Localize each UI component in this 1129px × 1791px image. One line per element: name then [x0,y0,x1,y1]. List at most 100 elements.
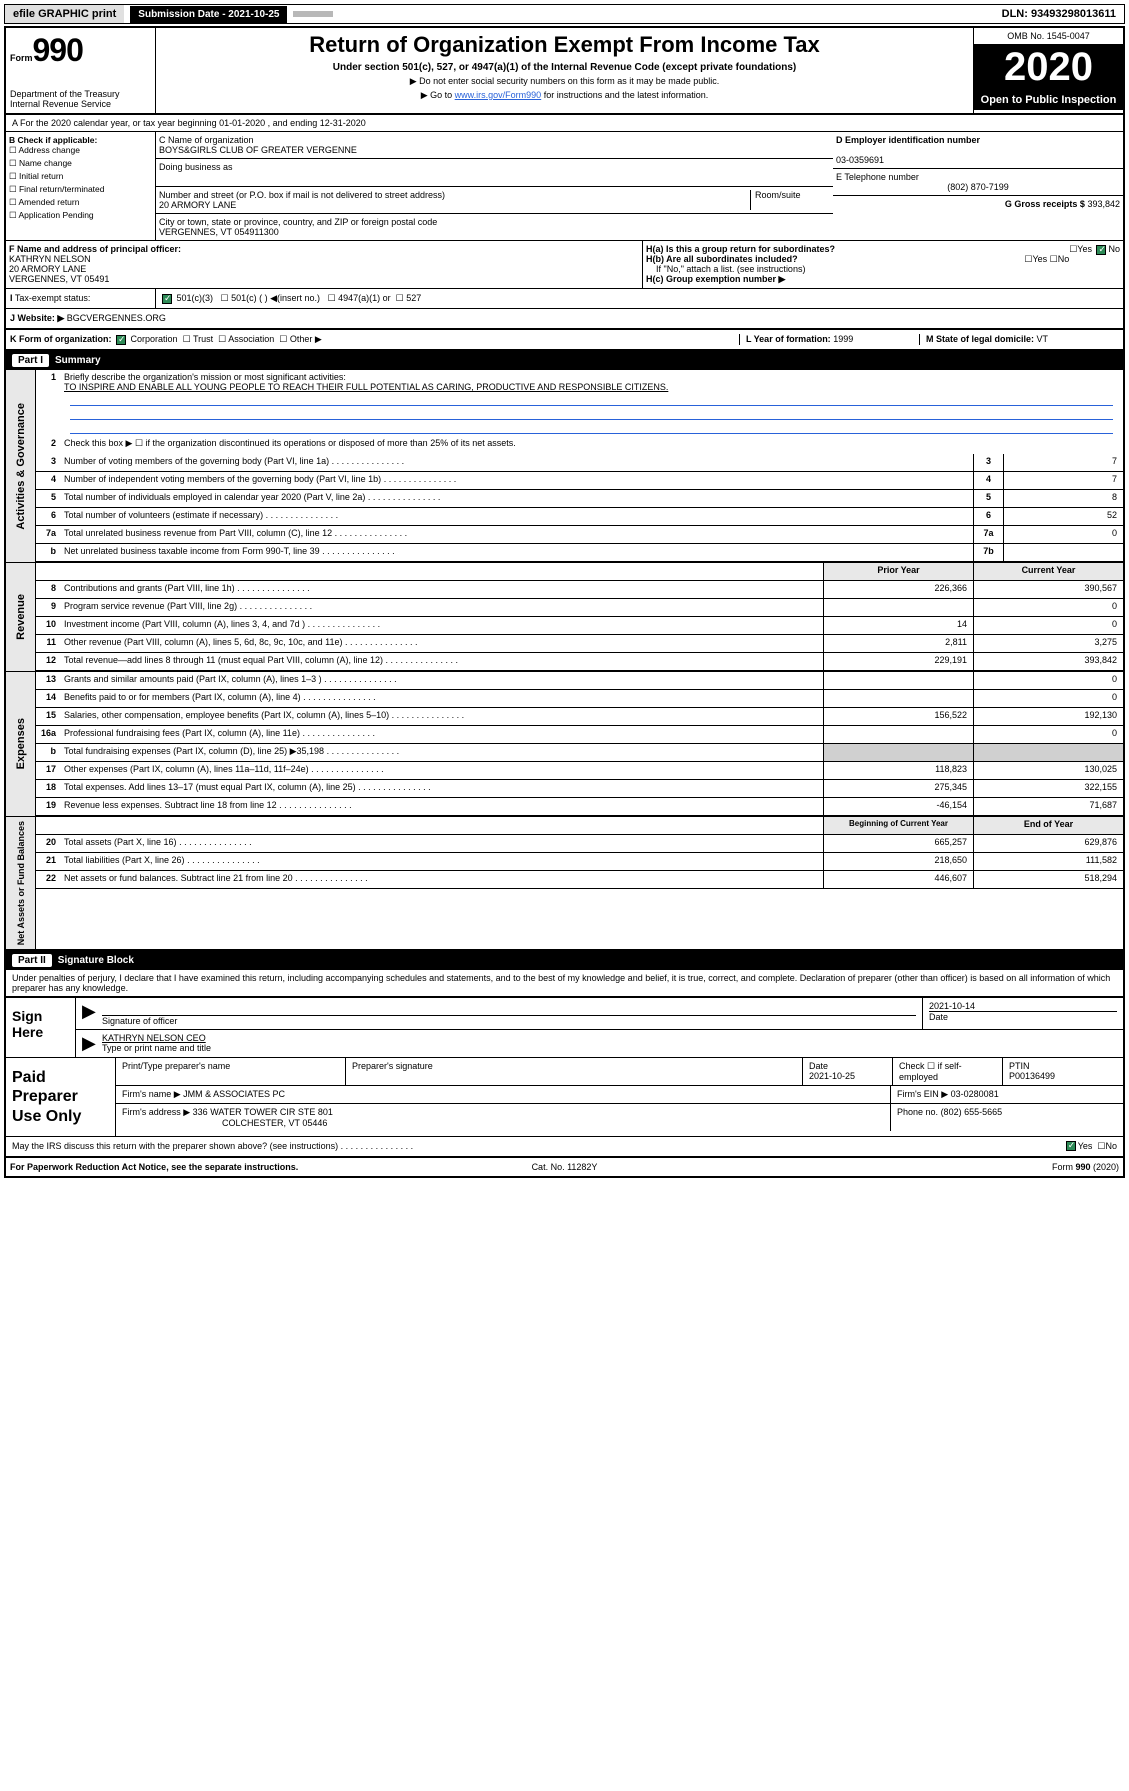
501c3-check[interactable] [162,294,172,304]
ein-label: D Employer identification number [836,135,980,145]
firm-addr-label: Firm's address ▶ [122,1107,190,1117]
section-a: A For the 2020 calendar year, or tax yea… [6,115,1123,132]
hb-note: If "No," attach a list. (see instruction… [656,264,1120,274]
row-fh: F Name and address of principal officer:… [6,241,1123,289]
501c3: 501(c)(3) [177,293,214,303]
footer: For Paperwork Reduction Act Notice, see … [6,1158,1123,1176]
form-header: Form990 Department of the Treasury Inter… [6,28,1123,115]
line-12: 12Total revenue—add lines 8 through 11 (… [36,653,1123,671]
rev-vlabel: Revenue [13,590,29,644]
firm-addr2: COLCHESTER, VT 05446 [222,1118,327,1128]
line-5: 5Total number of individuals employed in… [36,490,1123,508]
form-title: Return of Organization Exempt From Incom… [160,32,969,58]
section-governance: Activities & Governance 1 Briefly descri… [6,370,1123,563]
section-net: Net Assets or Fund Balances Beginning of… [6,817,1123,951]
line-19: 19Revenue less expenses. Subtract line 1… [36,798,1123,816]
ptin-label: PTIN [1009,1061,1030,1071]
sig-date-label: Date [929,1011,1117,1022]
part2-title: Signature Block [58,955,134,966]
exp-vlabel: Expenses [13,714,29,773]
line-15: 15Salaries, other compensation, employee… [36,708,1123,726]
ha-no-check[interactable] [1096,245,1106,255]
prep-date: 2021-10-25 [809,1071,855,1081]
chk-name[interactable]: ☐ Name change [9,158,152,169]
footer-mid: Cat. No. 11282Y [380,1162,750,1172]
begin-year-hdr: Beginning of Current Year [823,817,973,834]
row-k: K Form of organization: Corporation ☐ Tr… [6,330,1123,351]
discuss-label: May the IRS discuss this return with the… [12,1141,1064,1152]
form-subtitle: Under section 501(c), 527, or 4947(a)(1)… [160,62,969,73]
net-vlabel: Net Assets or Fund Balances [14,817,28,949]
dln: DLN: 93493298013611 [994,5,1124,23]
state-domicile: VT [1037,334,1049,344]
assoc: Association [228,334,274,344]
line-11: 11Other revenue (Part VIII, column (A), … [36,635,1123,653]
sig-name: KATHRYN NELSON CEO [102,1033,1117,1043]
prior-year-hdr: Prior Year [823,563,973,580]
ptin: P00136499 [1009,1071,1055,1081]
city-value: VERGENNES, VT 054911300 [159,227,279,237]
form-note2: ▶ Go to www.irs.gov/Form990 for instruct… [160,90,969,101]
open-inspection: Open to Public Inspection [974,90,1123,110]
hb-label: H(b) Are all subordinates included? [646,254,798,264]
row-i: I Tax-exempt status: 501(c)(3) ☐ 501(c) … [6,289,1123,309]
form-org-label: K Form of organization: [10,334,112,344]
chk-final[interactable]: ☐ Final return/terminated [9,184,152,195]
trust: Trust [193,334,213,344]
row-identity: B Check if applicable: ☐ Address change … [6,132,1123,241]
gov-vlabel: Activities & Governance [13,399,29,534]
officer-label: F Name and address of principal officer: [9,244,181,254]
officer-addr1: 20 ARMORY LANE [9,264,86,274]
form-note1: ▶ Do not enter social security numbers o… [160,76,969,87]
org-name: BOYS&GIRLS CLUB OF GREATER VERGENNE [159,145,357,155]
form-container: Form990 Department of the Treasury Inter… [4,26,1125,1178]
year-formation: 1999 [833,334,853,344]
col-defg: D Employer identification number 03-0359… [833,132,1123,240]
line-16a: 16aProfessional fundraising fees (Part I… [36,726,1123,744]
prep-date-label: Date [809,1061,828,1071]
addr-value: 20 ARMORY LANE [159,200,236,210]
submission-date: Submission Date - 2021-10-25 [130,6,287,23]
addr-label: Number and street (or P.O. box if mail i… [159,190,445,200]
firm-name: JMM & ASSOCIATES PC [183,1089,285,1099]
discuss-row: May the IRS discuss this return with the… [6,1137,1123,1158]
irs-link[interactable]: www.irs.gov/Form990 [455,90,542,100]
dba-label: Doing business as [159,162,233,172]
col-b: B Check if applicable: ☐ Address change … [6,132,156,240]
line-9: 9Program service revenue (Part VIII, lin… [36,599,1123,617]
state-label: M State of legal domicile: [926,334,1034,344]
ein-value: 03-0359691 [836,155,884,165]
line-14: 14Benefits paid to or for members (Part … [36,690,1123,708]
corp: Corporation [131,334,178,344]
form-number: Form990 [10,32,151,69]
efile-tab[interactable]: efile GRAPHIC print [5,5,124,23]
officer-addr2: VERGENNES, VT 05491 [9,274,109,284]
chk-amended[interactable]: ☐ Amended return [9,197,152,208]
line-18: 18Total expenses. Add lines 13–17 (must … [36,780,1123,798]
tax-status-label: Tax-exempt status: [15,293,91,303]
city-label: City or town, state or province, country… [159,217,437,227]
firm-phone-label: Phone no. [897,1107,938,1117]
chk-pending[interactable]: ☐ Application Pending [9,210,152,221]
phone-label: E Telephone number [836,172,919,182]
line-3: 3Number of voting members of the governi… [36,454,1123,472]
discuss-yes-check[interactable] [1066,1141,1076,1151]
chk-address[interactable]: ☐ Address change [9,145,152,156]
firm-name-label: Firm's name ▶ [122,1089,181,1099]
501c: 501(c) ( ) ◀(insert no.) [231,293,320,303]
mission-text: TO INSPIRE AND ENABLE ALL YOUNG PEOPLE T… [64,382,668,392]
corp-check[interactable] [116,335,126,345]
firm-phone: (802) 655-5665 [941,1107,1003,1117]
form-990: 990 [33,32,83,68]
room-label: Room/suite [755,190,801,200]
blank-tab [293,11,333,17]
firm-ein-label: Firm's EIN ▶ [897,1089,948,1099]
note2-pre: ▶ Go to [421,90,455,100]
dept-label: Department of the Treasury Internal Reve… [10,89,151,109]
chk-initial[interactable]: ☐ Initial return [9,171,152,182]
preparer-name-label: Print/Type preparer's name [116,1058,346,1085]
sign-here-label: Sign Here [6,998,76,1057]
line-17: 17Other expenses (Part IX, column (A), l… [36,762,1123,780]
phone-value: (802) 870-7199 [836,182,1120,192]
website-label: J Website: ▶ [10,313,64,323]
